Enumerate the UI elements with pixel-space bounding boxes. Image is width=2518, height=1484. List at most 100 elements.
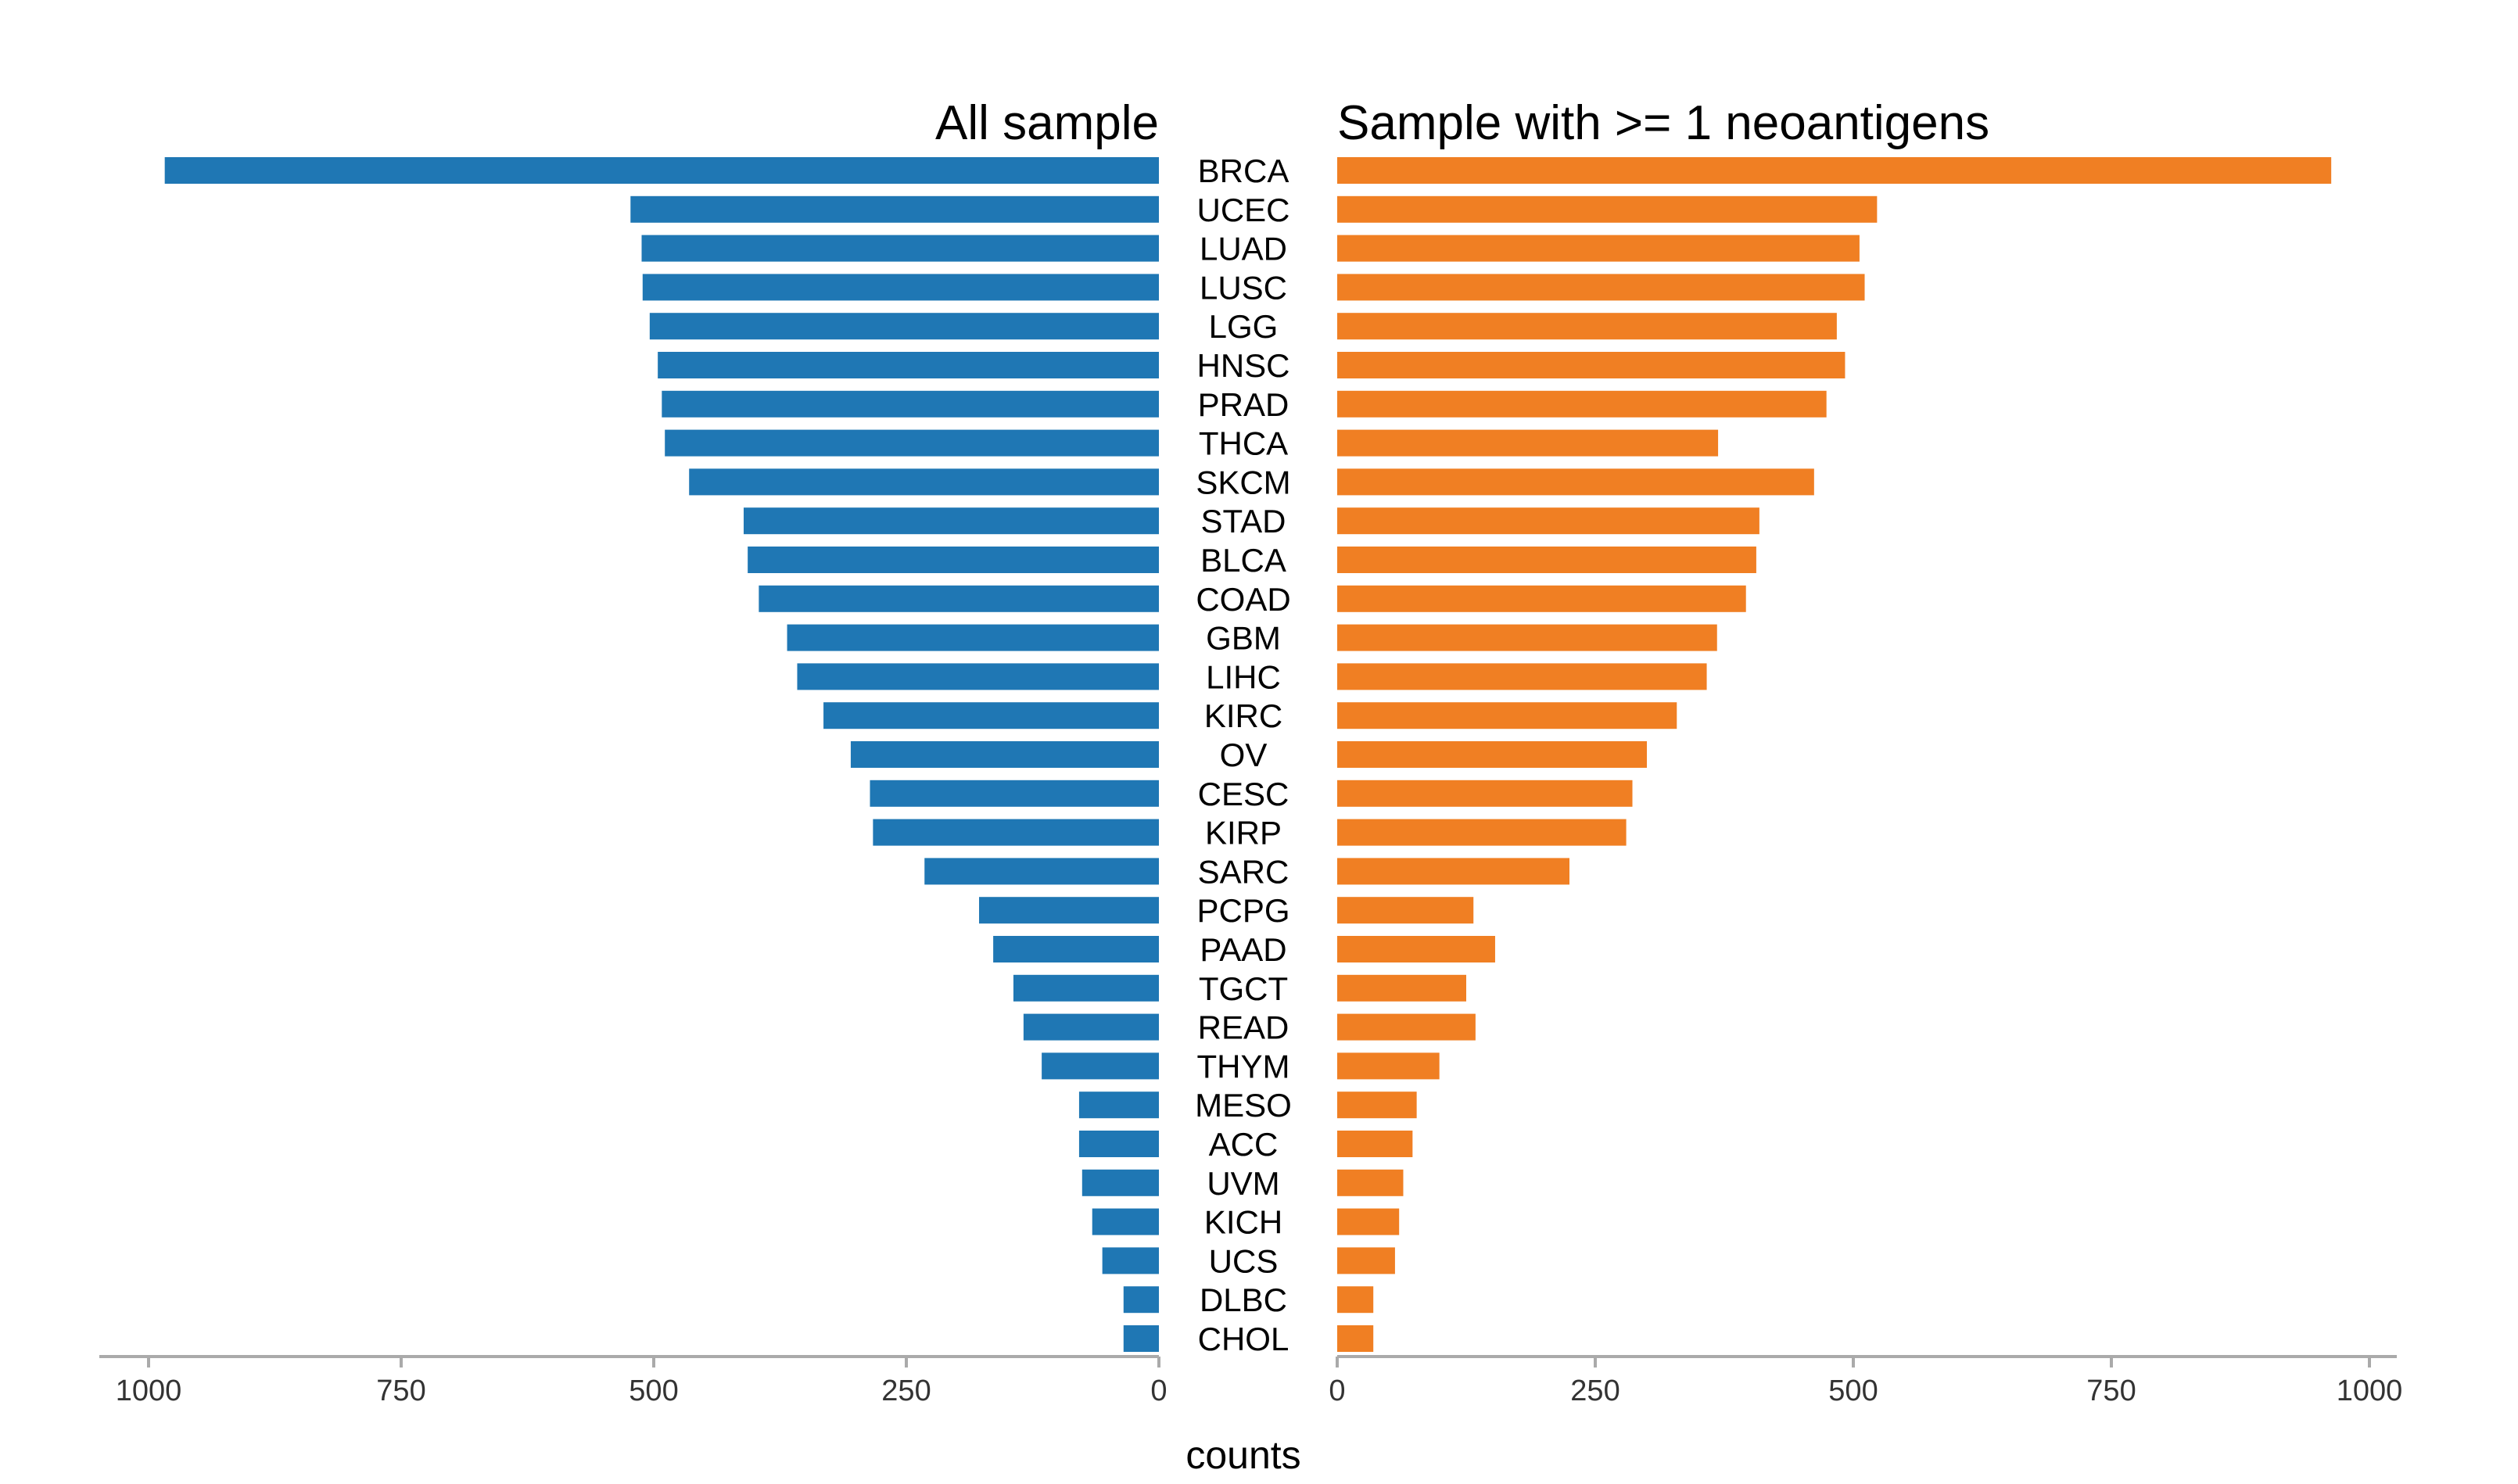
category-label-ucs: UCS — [1209, 1242, 1279, 1279]
bar-neoantigen-stad — [1337, 507, 1759, 535]
left-tick-label: 750 — [376, 1375, 425, 1407]
bar-neoantigen-chol — [1337, 1325, 1374, 1352]
left-tick-label: 1000 — [116, 1375, 182, 1407]
bar-all-sarc — [924, 858, 1159, 885]
bar-all-kirp — [873, 819, 1159, 846]
bar-neoantigen-kich — [1337, 1208, 1400, 1235]
bar-all-hnsc — [658, 352, 1159, 378]
category-label-lusc: LUSC — [1200, 269, 1287, 306]
bar-all-coad — [759, 585, 1159, 612]
category-label-thca: THCA — [1199, 425, 1288, 462]
bar-neoantigen-thca — [1337, 429, 1719, 457]
category-label-kirp: KIRP — [1205, 815, 1282, 851]
left-tick-label: 0 — [1150, 1375, 1167, 1407]
bar-all-thym — [1042, 1052, 1159, 1080]
category-label-sarc: SARC — [1198, 853, 1289, 890]
bar-all-chol — [1123, 1325, 1159, 1352]
category-label-kich: KICH — [1204, 1204, 1282, 1241]
bar-all-ov — [850, 741, 1159, 768]
category-label-prad: PRAD — [1198, 386, 1289, 423]
category-label-pcpg: PCPG — [1196, 892, 1289, 929]
bar-neoantigen-acc — [1337, 1131, 1413, 1157]
right-panel-title: Sample with >= 1 neoantigens — [1337, 96, 1989, 150]
x-axis-label: counts — [1185, 1433, 1300, 1477]
left-x-ticks-group: 1000 750 500 250 0 — [116, 1357, 1168, 1407]
bar-all-prad — [662, 390, 1159, 418]
bar-neoantigen-paad — [1337, 936, 1495, 962]
bar-all-gbm — [787, 624, 1159, 651]
right-tick-label: 750 — [2086, 1375, 2136, 1407]
bar-neoantigen-brca — [1337, 157, 2332, 184]
category-label-gbm: GBM — [1206, 620, 1281, 657]
bar-all-luad — [641, 235, 1159, 262]
category-label-uvm: UVM — [1207, 1165, 1279, 1202]
category-label-lihc: LIHC — [1206, 658, 1281, 695]
bar-all-brca — [164, 157, 1159, 184]
category-label-dlbc: DLBC — [1200, 1281, 1287, 1318]
bar-neoantigen-uvm — [1337, 1169, 1404, 1196]
category-label-acc: ACC — [1209, 1126, 1279, 1163]
category-label-blca: BLCA — [1200, 542, 1286, 579]
category-label-brca: BRCA — [1198, 152, 1289, 189]
bar-neoantigen-sarc — [1337, 858, 1569, 885]
bar-all-read — [1023, 1013, 1159, 1041]
bar-neoantigen-gbm — [1337, 624, 1717, 651]
left-panel-title: All sample — [935, 96, 1159, 150]
bar-neoantigen-lihc — [1337, 663, 1707, 690]
right-bars-group — [1337, 157, 2332, 1352]
category-label-chol: CHOL — [1198, 1321, 1289, 1357]
right-tick-label: 1000 — [2337, 1375, 2403, 1407]
right-tick-label: 500 — [1828, 1375, 1878, 1407]
category-label-lgg: LGG — [1209, 308, 1279, 345]
category-label-cesc: CESC — [1198, 776, 1289, 812]
bar-neoantigen-thym — [1337, 1052, 1440, 1080]
left-tick-label: 500 — [629, 1375, 678, 1407]
right-tick-label: 0 — [1329, 1375, 1345, 1407]
bar-neoantigen-blca — [1337, 547, 1756, 573]
bar-all-kich — [1092, 1208, 1159, 1235]
category-label-read: READ — [1198, 1009, 1289, 1046]
bar-neoantigen-coad — [1337, 585, 1746, 612]
bar-all-dlbc — [1123, 1286, 1159, 1314]
bar-all-kirc — [823, 702, 1159, 729]
bar-neoantigen-skcm — [1337, 468, 1814, 496]
bar-all-ucs — [1102, 1247, 1159, 1274]
bar-all-tgct — [1013, 974, 1159, 1002]
bar-neoantigen-luad — [1337, 235, 1860, 262]
left-bars-group — [164, 157, 1159, 1352]
category-label-luad: LUAD — [1200, 231, 1287, 267]
bar-neoantigen-pcpg — [1337, 897, 1474, 924]
bar-all-lusc — [642, 274, 1159, 301]
bar-neoantigen-ucec — [1337, 195, 1878, 223]
bar-all-thca — [665, 429, 1159, 457]
left-tick-label: 250 — [881, 1375, 931, 1407]
bar-neoantigen-read — [1337, 1013, 1476, 1041]
category-label-thym: THYM — [1197, 1048, 1290, 1084]
bar-all-skcm — [689, 468, 1159, 496]
bar-neoantigen-ucs — [1337, 1247, 1395, 1274]
bar-neoantigen-lgg — [1337, 313, 1837, 340]
bar-all-lihc — [797, 663, 1159, 690]
bar-all-meso — [1078, 1091, 1159, 1119]
category-label-skcm: SKCM — [1196, 464, 1290, 500]
category-label-kirc: KIRC — [1204, 697, 1282, 734]
bar-all-blca — [748, 547, 1159, 573]
category-label-ov: OV — [1220, 737, 1268, 773]
category-label-tgct: TGCT — [1199, 970, 1288, 1007]
right-tick-label: 250 — [1570, 1375, 1619, 1407]
bar-neoantigen-cesc — [1337, 780, 1633, 807]
bar-all-paad — [993, 936, 1159, 962]
bar-neoantigen-tgct — [1337, 974, 1466, 1002]
category-labels-group: BRCAUCECLUADLUSCLGGHNSCPRADTHCASKCMSTADB… — [1195, 152, 1292, 1357]
bar-neoantigen-lusc — [1337, 274, 1865, 301]
right-x-ticks-group: 0 250 500 750 1000 — [1329, 1357, 2402, 1407]
bar-all-stad — [743, 507, 1159, 535]
bar-neoantigen-kirc — [1337, 702, 1677, 729]
category-label-stad: STAD — [1201, 503, 1286, 539]
bar-neoantigen-ov — [1337, 741, 1647, 768]
category-label-coad: COAD — [1196, 581, 1290, 618]
bar-neoantigen-kirp — [1337, 819, 1627, 846]
category-label-paad: PAAD — [1200, 931, 1286, 968]
bar-all-ucec — [630, 195, 1159, 223]
